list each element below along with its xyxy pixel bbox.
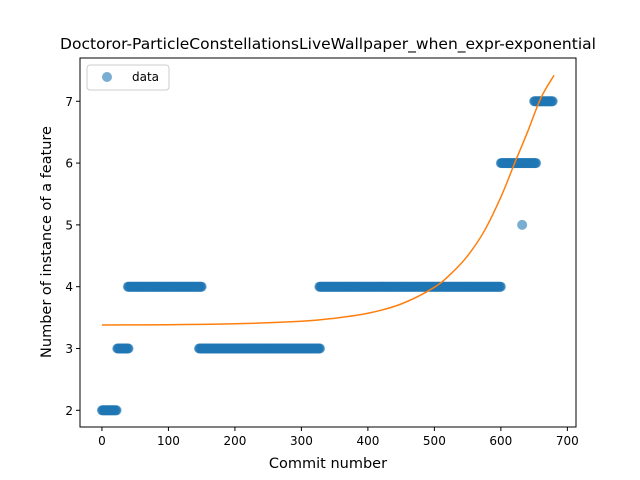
x-axis-label: Commit number	[269, 456, 387, 472]
y-tick-label: 6	[65, 157, 73, 171]
legend-marker-data	[102, 72, 112, 82]
y-tick-label: 2	[65, 404, 73, 418]
x-tick-label: 500	[423, 434, 446, 448]
data-point	[517, 219, 528, 230]
data-point	[547, 96, 558, 107]
tick-layer: 0 100 200 300 400 500 600 700 2 3 4 5 6 7	[65, 95, 578, 448]
data-point	[196, 281, 207, 292]
y-tick-label: 7	[65, 95, 73, 109]
x-tick-label: 200	[223, 434, 246, 448]
y-axis-label: Number of instance of a feature	[39, 126, 55, 358]
chart-title: Doctoror-ParticleConstellationsLiveWallp…	[60, 35, 596, 54]
x-tick-label: 700	[556, 434, 579, 448]
x-tick-label: 100	[157, 434, 180, 448]
legend-box	[86, 64, 170, 91]
legend-label-data: data	[132, 70, 159, 84]
x-tick-label: 300	[290, 434, 313, 448]
x-tick-label: 0	[98, 434, 106, 448]
data-point	[123, 343, 134, 354]
data-layer	[96, 74, 558, 416]
y-tick-label: 3	[65, 342, 73, 356]
data-point	[315, 343, 326, 354]
y-tick-label: 4	[65, 280, 73, 294]
data-point	[495, 281, 506, 292]
plot-area	[80, 58, 576, 427]
data-point	[531, 158, 542, 169]
legend: data	[86, 64, 170, 91]
fit-line	[101, 74, 555, 326]
axes-frame	[79, 57, 577, 428]
x-tick-label: 400	[356, 434, 379, 448]
x-tick-label: 600	[489, 434, 512, 448]
data-point	[111, 405, 122, 416]
y-tick-label: 5	[65, 218, 73, 232]
